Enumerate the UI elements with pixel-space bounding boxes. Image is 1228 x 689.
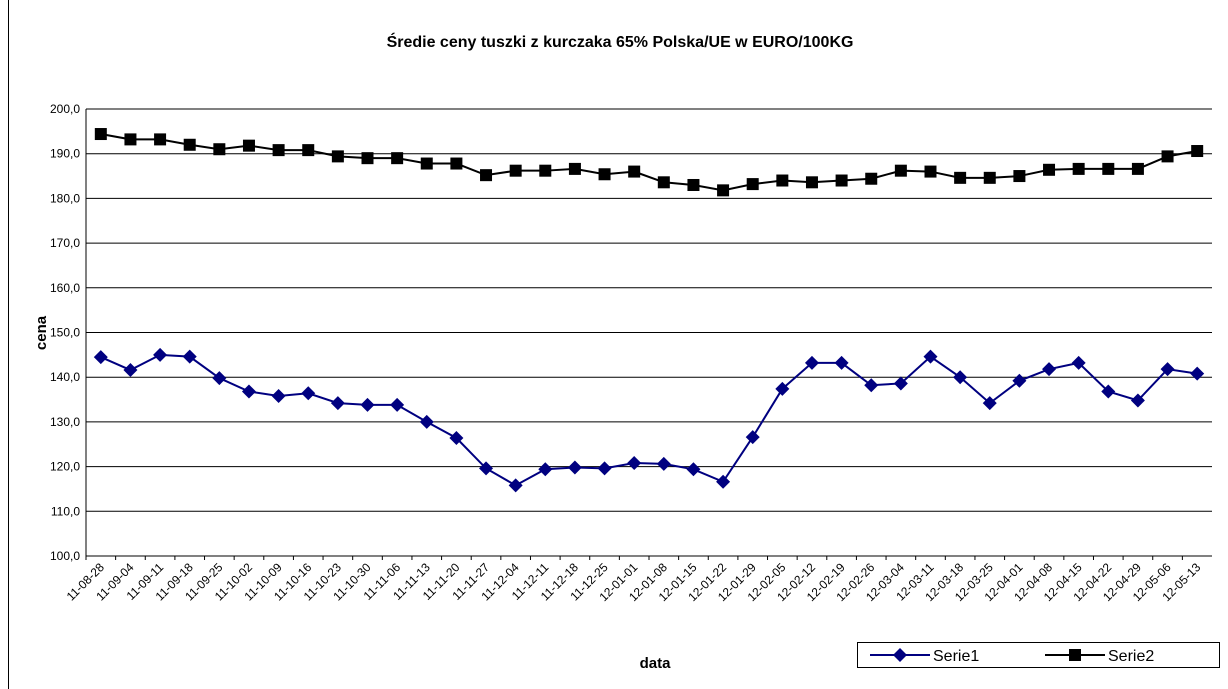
y-tick-label: 170,0	[50, 236, 80, 250]
y-tick-label: 160,0	[50, 281, 80, 295]
point	[923, 349, 938, 364]
point	[449, 430, 464, 445]
point	[272, 144, 285, 157]
point	[212, 371, 227, 386]
point	[1012, 373, 1027, 388]
point	[1101, 384, 1116, 399]
point	[1072, 162, 1085, 175]
point	[864, 378, 879, 393]
point	[834, 355, 849, 370]
point	[598, 168, 611, 181]
y-tick-label: 130,0	[50, 415, 80, 429]
point	[123, 363, 138, 378]
point	[716, 474, 731, 489]
point	[568, 162, 581, 175]
point	[597, 461, 612, 476]
point	[508, 478, 523, 493]
point	[776, 174, 789, 187]
series-line	[100, 133, 1198, 192]
point	[894, 164, 907, 177]
point	[775, 381, 790, 396]
point	[509, 164, 522, 177]
point	[1191, 145, 1204, 158]
point	[953, 370, 968, 385]
point	[450, 157, 463, 170]
y-tick-label: 140,0	[50, 370, 80, 384]
point	[686, 462, 701, 477]
point	[538, 462, 553, 477]
point	[687, 178, 700, 191]
chart-title: Średie ceny tuszki z kurczaka 65% Polska…	[387, 32, 854, 51]
point	[330, 396, 345, 411]
x-axis-label: data	[640, 655, 672, 672]
point	[982, 396, 997, 411]
point	[390, 397, 405, 412]
point	[893, 376, 908, 391]
point	[1131, 162, 1144, 175]
point	[331, 150, 344, 163]
point	[93, 350, 108, 365]
y-tick-label: 120,0	[50, 460, 80, 474]
point	[302, 144, 315, 157]
point	[420, 157, 433, 170]
point	[183, 138, 196, 151]
y-tick-label: 110,0	[51, 504, 80, 518]
legend-marker	[893, 648, 907, 662]
point	[924, 165, 937, 178]
point	[628, 165, 641, 178]
legend-label: Serie1	[933, 648, 979, 665]
point	[567, 460, 582, 475]
point	[1130, 393, 1145, 408]
point	[182, 349, 197, 364]
point	[361, 152, 374, 165]
point	[124, 133, 137, 146]
point	[419, 414, 434, 429]
point	[271, 388, 286, 403]
y-tick-label: 190,0	[50, 147, 80, 161]
point	[657, 176, 670, 189]
point	[94, 128, 107, 141]
point	[745, 430, 760, 445]
point	[153, 347, 168, 362]
y-tick-label: 100,0	[50, 549, 80, 563]
point	[242, 139, 255, 152]
point	[656, 456, 671, 471]
point	[717, 184, 730, 197]
point	[1013, 170, 1026, 183]
legend	[857, 642, 1220, 668]
point	[804, 355, 819, 370]
series-line	[100, 353, 1198, 487]
point	[983, 171, 996, 184]
y-tick-label: 200,0	[50, 102, 80, 116]
point	[835, 174, 848, 187]
y-tick-label: 180,0	[50, 191, 80, 205]
point	[1043, 163, 1056, 176]
point	[1102, 162, 1115, 175]
point	[954, 171, 967, 184]
y-tick-label: 150,0	[50, 326, 80, 340]
point	[391, 152, 404, 165]
point	[1071, 355, 1086, 370]
point	[154, 133, 167, 146]
point	[360, 397, 375, 412]
point	[865, 172, 878, 185]
point	[1161, 150, 1174, 163]
point	[1042, 362, 1057, 377]
point	[1160, 362, 1175, 377]
point	[805, 176, 818, 189]
point	[479, 461, 494, 476]
point	[539, 164, 552, 177]
point	[627, 456, 642, 471]
point	[241, 384, 256, 399]
point	[213, 143, 226, 156]
y-axis-label: cena	[33, 315, 50, 350]
legend-label: Serie2	[1108, 648, 1154, 665]
point	[1190, 366, 1205, 381]
legend-marker	[1069, 649, 1081, 661]
point	[480, 169, 493, 182]
point	[746, 178, 759, 191]
point	[301, 386, 316, 401]
